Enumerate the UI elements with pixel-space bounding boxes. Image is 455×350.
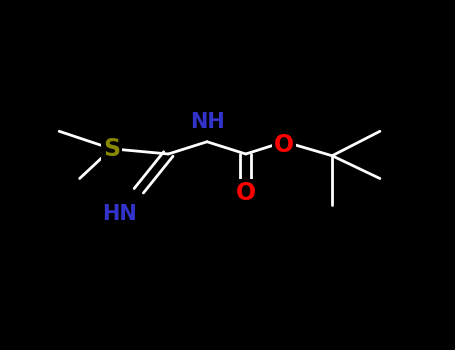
Text: S: S [103, 137, 120, 161]
Text: HN: HN [102, 204, 136, 224]
Text: NH: NH [190, 112, 224, 133]
Text: O: O [236, 181, 256, 204]
Text: O: O [274, 133, 294, 157]
